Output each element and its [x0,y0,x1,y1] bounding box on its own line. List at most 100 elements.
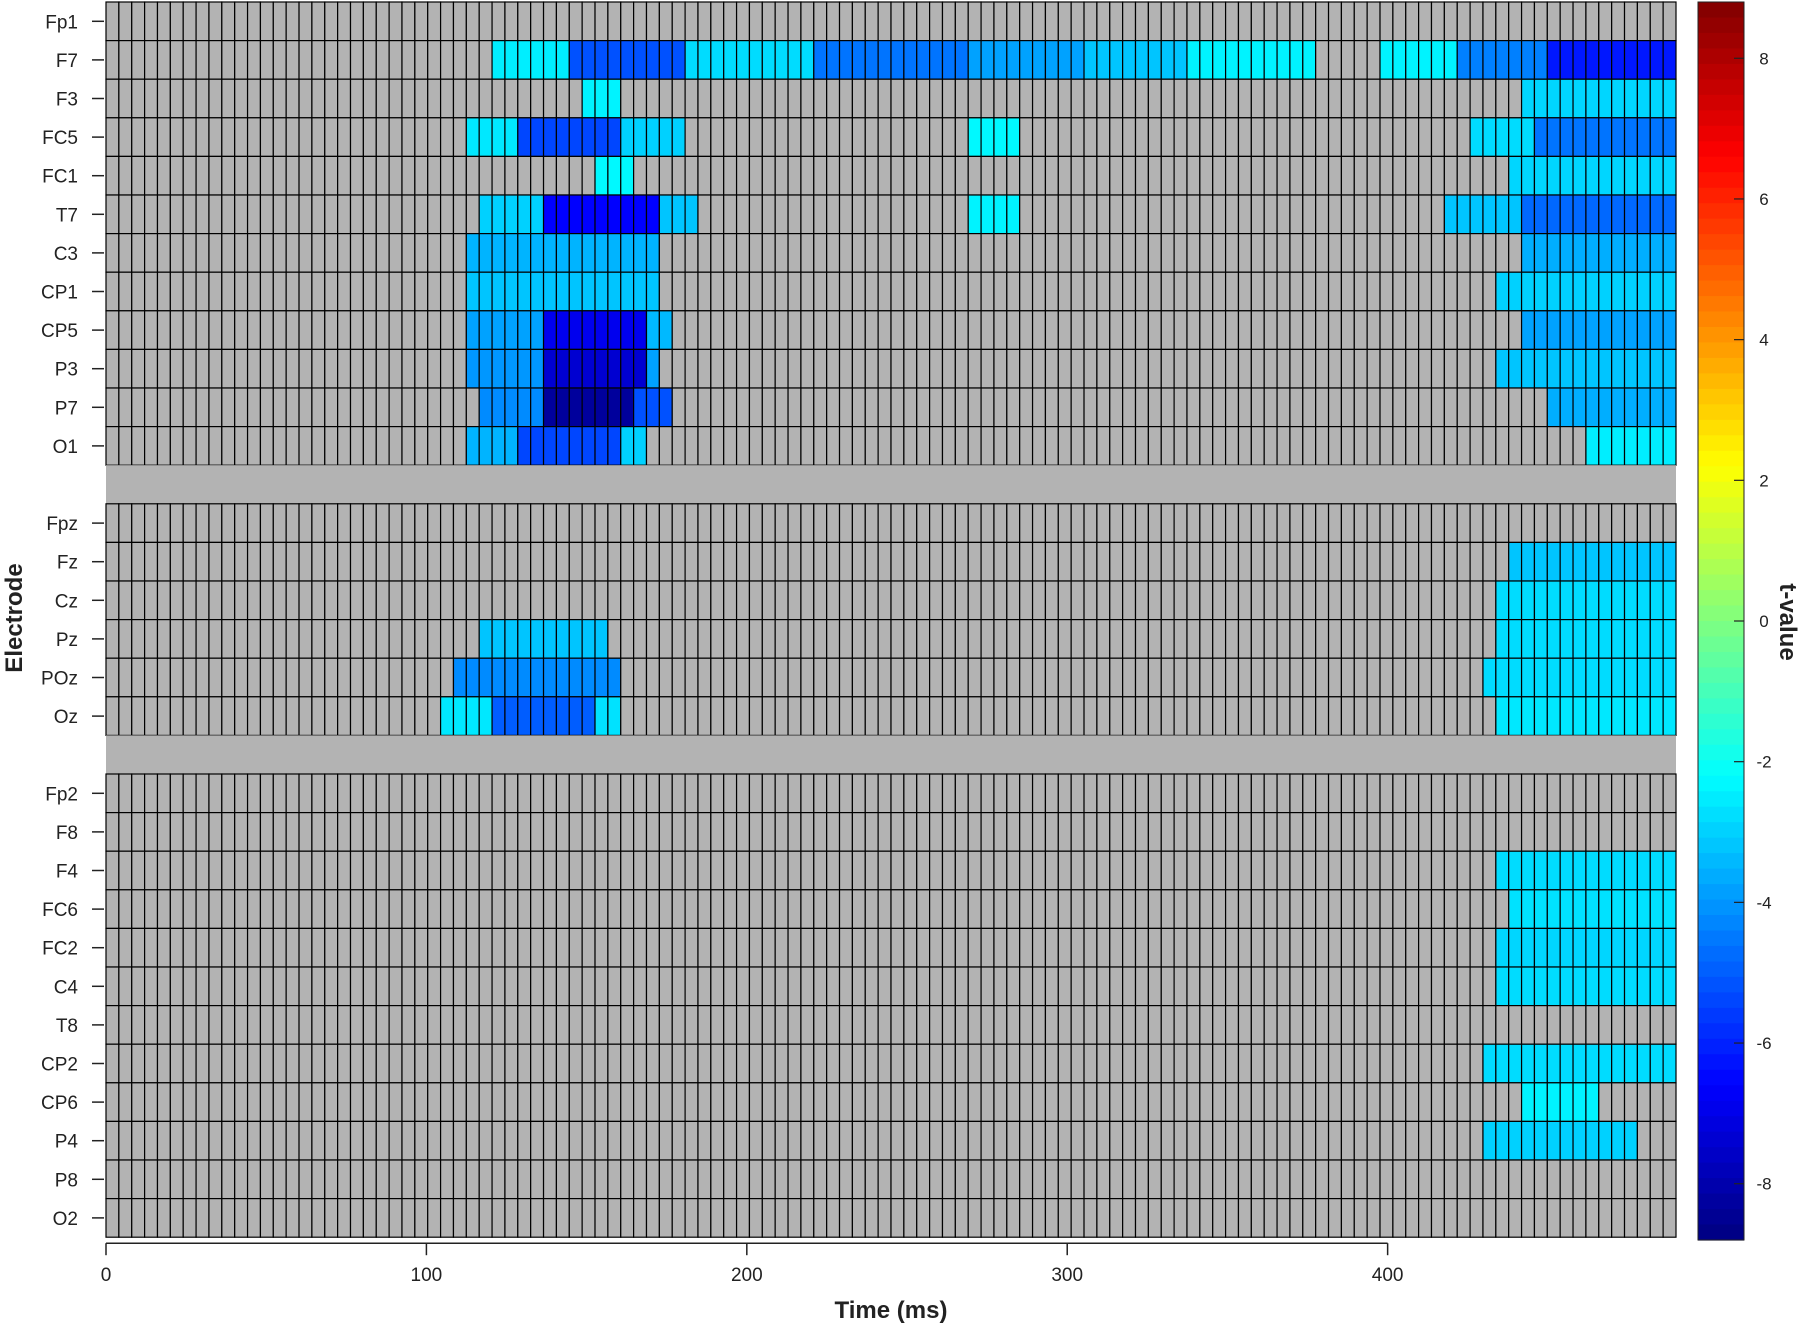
heatmap-cell [1173,348,1188,389]
heatmap-cell [826,348,841,389]
heatmap-cell [594,1120,609,1161]
heatmap-cell [401,811,416,852]
heatmap-cell [1392,541,1407,582]
heatmap-cell [1134,580,1149,621]
heatmap-cell [723,1197,738,1238]
heatmap-cell [1302,618,1317,659]
heatmap-cell [246,1004,262,1045]
heatmap-cell [388,155,403,196]
heatmap-cell [504,1159,519,1200]
heatmap-cell [1199,117,1214,158]
y-tick-label: Fp2 [45,784,78,805]
heatmap-cell [1508,1,1523,42]
heatmap-cell [388,233,403,273]
heatmap-cell [1623,889,1638,929]
heatmap-cell [118,966,133,1007]
heatmap-cell [967,426,982,466]
heatmap-cell [530,580,545,621]
heatmap-cell [929,310,944,350]
heatmap-cell [1340,580,1355,621]
heatmap-cell [710,773,725,814]
heatmap-cell [1559,541,1574,582]
heatmap-cell [1469,811,1484,852]
heatmap-cell [1173,850,1188,891]
heatmap-cell [890,1004,905,1045]
heatmap-cell [195,155,210,196]
heatmap-cell [1212,194,1227,235]
heatmap-cell [1482,155,1497,196]
colorbar-swatch [1698,1038,1744,1055]
heatmap-cell [401,1043,416,1084]
heatmap-cell [504,155,519,196]
heatmap-cell [118,1082,133,1123]
heatmap-cell [826,773,841,814]
heatmap-cell [504,310,519,350]
heatmap-cell [761,580,776,621]
heatmap-cell [954,271,969,312]
heatmap-cell [954,1159,969,1200]
heatmap-cell [1508,426,1523,466]
heatmap-cell [452,850,467,891]
heatmap-cell [1623,426,1638,466]
heatmap-cell [337,1004,352,1045]
heatmap-cell [1572,1004,1587,1045]
heatmap-cell [594,773,609,814]
heatmap-cell [1276,1043,1291,1084]
heatmap-cell [259,78,274,119]
heatmap-cell [517,1197,532,1238]
heatmap-cell [169,1004,184,1045]
heatmap-cell [645,773,660,814]
heatmap-cell [504,850,519,891]
heatmap-cell [993,618,1008,659]
heatmap-cell [1430,580,1445,621]
heatmap-cell [259,426,274,466]
heatmap-cell [1508,1120,1523,1161]
heatmap-cell [1456,618,1471,659]
heatmap-cell [929,927,944,968]
heatmap-cell [1224,657,1240,698]
heatmap-cell [1109,155,1124,196]
x-tick-label: 100 [411,1265,443,1286]
heatmap-cell [1495,580,1510,621]
heatmap-cell [607,194,622,235]
heatmap-cell [491,78,506,119]
heatmap-cell [1520,155,1536,196]
heatmap-cell [517,194,532,235]
heatmap-cell [1598,657,1613,698]
heatmap-cell [1315,773,1330,814]
heatmap-cell [723,657,738,698]
heatmap-cell [1212,657,1227,698]
heatmap-cell [1031,310,1047,350]
colorbar-swatch [1698,806,1744,823]
heatmap-cell [1585,310,1600,350]
heatmap-cell [1006,1004,1021,1045]
heatmap-cell [1327,426,1343,466]
heatmap-cell [1405,117,1420,158]
heatmap-cell [594,889,609,929]
heatmap-cell [903,310,918,350]
heatmap-cell [298,39,313,80]
heatmap-cell [1031,1004,1047,1045]
heatmap-cell [1096,310,1111,350]
heatmap-cell [1044,657,1059,698]
colorbar-swatch [1698,667,1744,684]
heatmap-cell [1456,1004,1471,1045]
heatmap-cell [118,657,133,698]
heatmap-cell [1649,233,1664,273]
heatmap-cell [967,1,982,42]
heatmap-cell [182,889,197,929]
heatmap-cell [890,811,905,852]
heatmap-cell [1237,78,1252,119]
heatmap-cell [1495,696,1510,736]
heatmap-cell [555,1120,570,1161]
heatmap-cell [838,503,853,543]
heatmap-cell [581,1004,596,1045]
heatmap-cell [954,657,969,698]
heatmap-cell [1199,426,1214,466]
heatmap-cell [1276,811,1291,852]
heatmap-cell [1006,1,1021,42]
heatmap-cell [517,966,532,1007]
heatmap-cell [401,1197,416,1238]
heatmap-cell [684,503,699,543]
heatmap-cell [916,850,931,891]
